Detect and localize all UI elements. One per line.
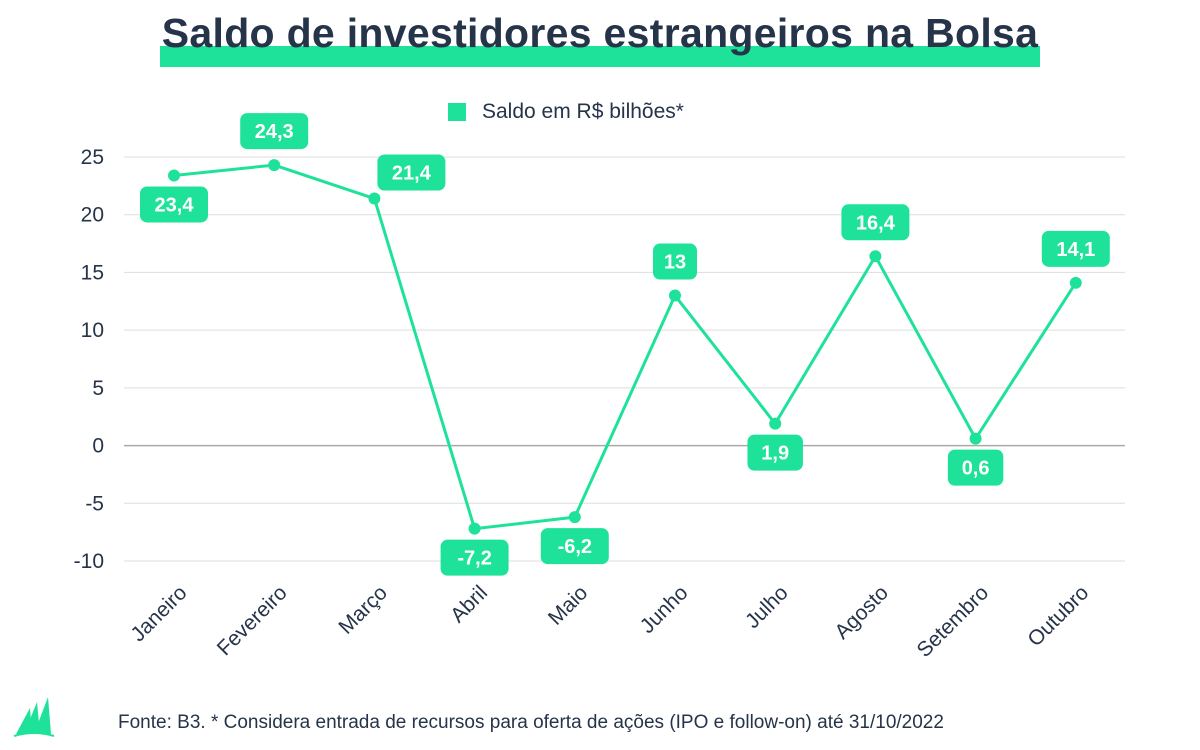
title-block: Saldo de investidores estrangeiros na Bo…: [160, 4, 1040, 67]
x-tick-label: Março: [334, 581, 392, 639]
data-label: -6,2: [540, 528, 609, 565]
y-tick-label: 10: [81, 319, 104, 342]
series-line: [173, 163, 1078, 531]
data-point: [568, 511, 581, 524]
legend-label: Saldo em R$ bilhões*: [482, 100, 684, 123]
page-title: Saldo de investidores estrangeiros na Bo…: [161, 10, 1039, 56]
x-tick-label: Junho: [636, 581, 693, 638]
x-tick-label: Setembro: [912, 581, 993, 662]
data-label-text: 0,6: [962, 458, 990, 480]
x-tick-label: Janeiro: [127, 581, 192, 646]
data-label-box: [540, 528, 609, 565]
data-label: -7,2: [440, 539, 509, 576]
title-highlight: [160, 46, 1040, 67]
data-label: 13: [653, 243, 697, 280]
data-label-box: [841, 204, 910, 241]
source-note: Fonte: B3. * Considera entrada de recurs…: [118, 712, 944, 733]
data-label-text: 1,9: [761, 443, 789, 465]
data-label-text: 21,4: [392, 163, 432, 185]
data-label-text: 14,1: [1056, 239, 1095, 261]
data-label-box: [377, 154, 446, 191]
data-label-box: [240, 113, 309, 150]
data-label: 23,4: [140, 186, 208, 223]
data-label-box: [947, 449, 1004, 486]
data-point: [969, 432, 982, 445]
data-point: [168, 169, 180, 182]
data-label-text: -6,2: [558, 536, 592, 558]
data-label: 16,4: [841, 204, 910, 241]
y-tick-label: -5: [85, 492, 104, 515]
legend: Saldo em R$ bilhões*: [448, 100, 684, 124]
data-point: [769, 417, 782, 430]
green-sail-logo-icon: [13, 697, 55, 737]
y-tick-label: -10: [74, 550, 104, 573]
y-tick-label: 5: [92, 377, 104, 400]
data-label-text: 23,4: [155, 194, 195, 216]
x-tick-label: Fevereiro: [213, 581, 292, 660]
data-label-box: [140, 186, 208, 223]
data-label-text: -7,2: [457, 548, 491, 570]
data-label-box: [653, 243, 697, 280]
x-tick-label: Outubro: [1023, 581, 1093, 651]
data-label-box: [747, 434, 803, 471]
data-label: 24,3: [240, 113, 309, 150]
data-label-text: 13: [664, 252, 686, 274]
y-tick-label: 0: [92, 435, 104, 458]
legend-swatch: [448, 103, 466, 121]
data-point: [669, 289, 681, 302]
data-point: [869, 250, 882, 263]
data-label: 0,6: [947, 449, 1004, 486]
data-label: 14,1: [1041, 230, 1110, 267]
y-tick-label: 15: [81, 261, 104, 284]
x-tick-label: Abril: [446, 581, 492, 627]
data-label-box: [1041, 230, 1110, 267]
data-point: [268, 159, 281, 172]
data-label-text: 16,4: [856, 212, 896, 234]
data-label-box: [440, 539, 509, 576]
x-tick-label: Agosto: [830, 581, 893, 644]
y-tick-label: 20: [81, 204, 104, 227]
data-point: [1069, 276, 1082, 289]
x-tick-label: Maio: [544, 581, 592, 629]
data-label: 1,9: [747, 434, 803, 471]
data-point: [368, 192, 381, 205]
y-tick-label: 25: [81, 146, 104, 169]
data-point: [468, 522, 481, 535]
x-tick-label: Julho: [741, 581, 793, 633]
data-label-text: 24,3: [255, 121, 294, 143]
data-label: 21,4: [377, 154, 446, 191]
